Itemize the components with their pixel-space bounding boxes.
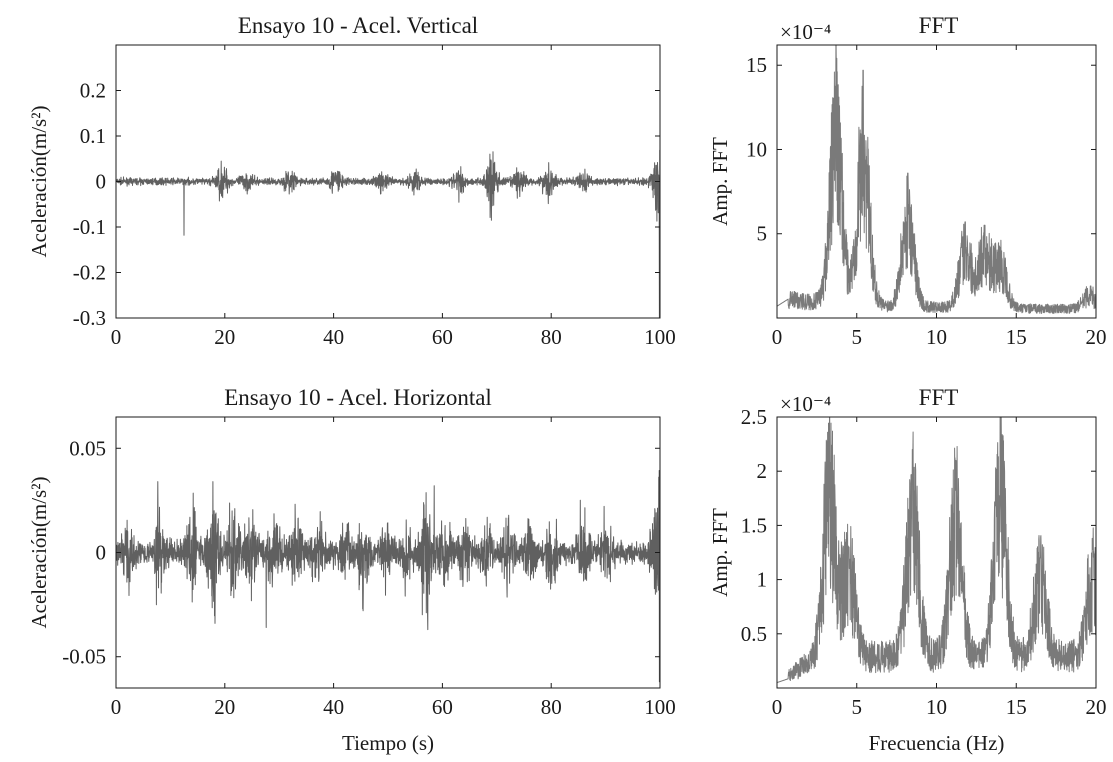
y-tick-label: 10 bbox=[746, 137, 767, 161]
x-tick-label: 80 bbox=[541, 695, 562, 719]
x-tick-label: 100 bbox=[644, 325, 676, 349]
subplot-1: 0 20 40 60 80 100 0.2 0.1 0 -0.1 -0.2 -0.3 Ensayo 10… bbox=[27, 13, 676, 349]
y-tick-label: -0.05 bbox=[62, 645, 106, 669]
y-tick-label: 2.5 bbox=[741, 405, 767, 429]
y-tick-label: 0.05 bbox=[69, 436, 106, 460]
y-tick-label: 15 bbox=[746, 53, 767, 77]
y-multiplier: ×10⁻⁴ bbox=[780, 20, 831, 44]
y-tick-label: 0 bbox=[96, 541, 107, 565]
x-tick-label: 60 bbox=[432, 325, 453, 349]
y-tick-label: -0.2 bbox=[73, 261, 106, 285]
acceleration-series bbox=[116, 149, 660, 318]
y-axis-label: Aceleración(m/s²) bbox=[27, 476, 51, 628]
x-axis-label: Frecuencia (Hz) bbox=[869, 731, 1005, 755]
subplot-2: 0 5 10 15 20 15 10 5 FFT ×10⁻⁴ Amp. FFT bbox=[708, 13, 1107, 349]
y-tick-label: 1.5 bbox=[741, 513, 767, 537]
subplot-title: FFT bbox=[919, 385, 959, 410]
y-tick-label: 2 bbox=[757, 459, 768, 483]
x-tick-label: 5 bbox=[852, 695, 863, 719]
x-tick-label: 0 bbox=[772, 695, 783, 719]
y-tick-label: 0.5 bbox=[741, 622, 767, 646]
subplot-title: FFT bbox=[919, 13, 959, 38]
acceleration-series bbox=[116, 470, 660, 683]
x-tick-label: 0 bbox=[111, 695, 122, 719]
subplot-title: Ensayo 10 - Acel. Vertical bbox=[238, 13, 478, 38]
x-tick-label: 20 bbox=[214, 695, 235, 719]
x-tick-label: 20 bbox=[1086, 695, 1107, 719]
y-multiplier: ×10⁻⁴ bbox=[780, 392, 831, 416]
y-axis-label: Amp. FFT bbox=[708, 508, 732, 597]
x-tick-label: 20 bbox=[214, 325, 235, 349]
x-tick-label: 5 bbox=[852, 325, 863, 349]
y-tick-label: 0 bbox=[96, 170, 107, 194]
y-tick-label: 5 bbox=[757, 222, 768, 246]
y-tick-label: 0.1 bbox=[80, 124, 106, 148]
y-tick-label: 1 bbox=[757, 568, 768, 592]
x-tick-label: 100 bbox=[644, 695, 676, 719]
y-axis-label: Aceleración(m/s²) bbox=[27, 105, 51, 257]
y-tick-label: -0.3 bbox=[73, 306, 106, 330]
fft-series bbox=[777, 45, 1096, 314]
x-tick-label: 15 bbox=[1006, 695, 1027, 719]
x-tick-label: 60 bbox=[432, 695, 453, 719]
y-axis-label: Amp. FFT bbox=[708, 137, 732, 226]
y-tick-label: -0.1 bbox=[73, 215, 106, 239]
x-tick-label: 10 bbox=[926, 325, 947, 349]
x-tick-label: 40 bbox=[323, 695, 344, 719]
x-tick-label: 0 bbox=[111, 325, 122, 349]
x-tick-label: 0 bbox=[772, 325, 783, 349]
x-axis-label: Tiempo (s) bbox=[342, 731, 434, 755]
x-tick-label: 40 bbox=[323, 325, 344, 349]
y-tick-label: 0.2 bbox=[80, 79, 106, 103]
subplot-3: 0 20 40 60 80 100 0.05 0 -0.05 Ensayo 10 - Acel. … bbox=[27, 385, 676, 755]
subplot-title: Ensayo 10 - Acel. Horizontal bbox=[224, 385, 492, 410]
x-tick-label: 10 bbox=[926, 695, 947, 719]
subplot-4: 0 5 10 15 20 2.5 2 1.5 1 0.5 FFT ×10⁻⁴ Amp. FFT Frecu… bbox=[708, 385, 1107, 755]
x-tick-label: 80 bbox=[541, 325, 562, 349]
fft-series bbox=[777, 417, 1096, 684]
x-tick-label: 15 bbox=[1006, 325, 1027, 349]
x-tick-label: 20 bbox=[1086, 325, 1107, 349]
